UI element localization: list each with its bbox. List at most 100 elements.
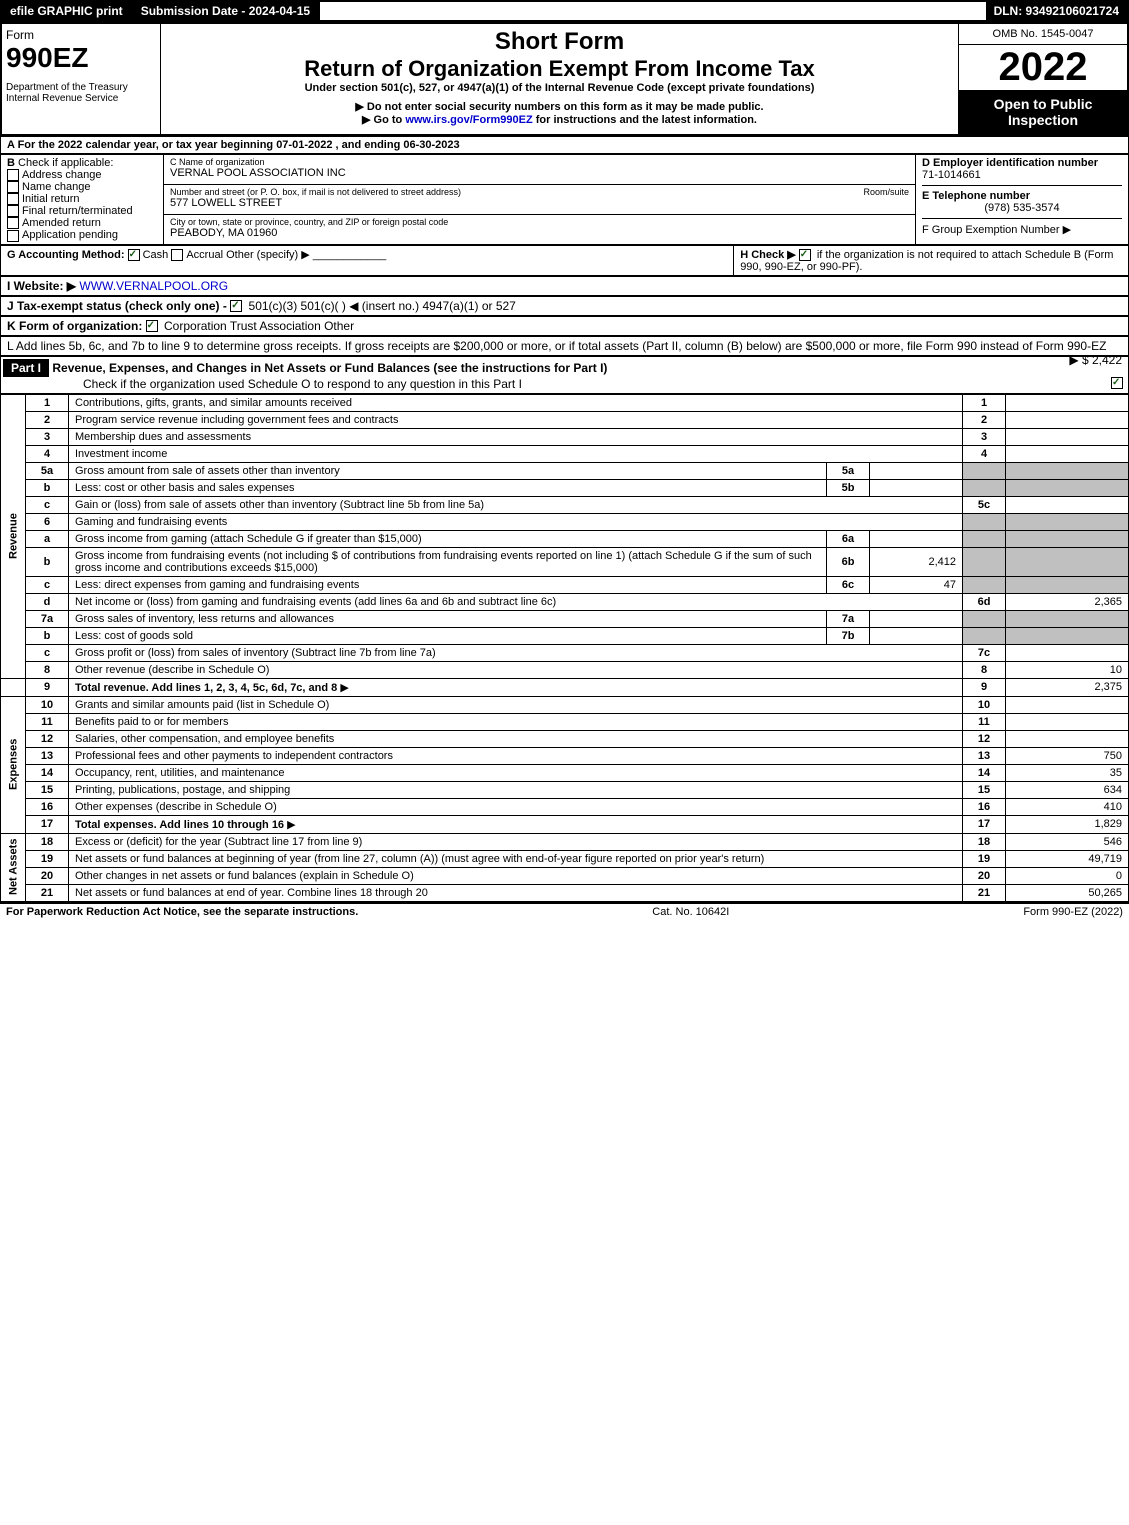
subtitle: Under section 501(c), 527, or 4947(a)(1)… bbox=[165, 82, 954, 94]
line-1-text: Contributions, gifts, grants, and simila… bbox=[69, 394, 963, 411]
line-7a-num: 7a bbox=[26, 610, 69, 627]
spacer bbox=[320, 2, 985, 20]
line-7c-text: Gross profit or (loss) from sales of inv… bbox=[69, 644, 963, 661]
line-14-text: Occupancy, rent, utilities, and maintena… bbox=[69, 764, 963, 781]
line-3-val bbox=[1006, 428, 1129, 445]
line-2-val bbox=[1006, 411, 1129, 428]
line-6b-sub: 6b bbox=[827, 547, 870, 576]
street: 577 LOWELL STREET bbox=[170, 197, 909, 209]
section-b-label: B bbox=[7, 157, 15, 169]
line-16-val: 410 bbox=[1006, 798, 1129, 815]
line-3-rnum: 3 bbox=[963, 428, 1006, 445]
checkbox-accrual[interactable] bbox=[171, 249, 183, 261]
section-f-label: F Group Exemption Number ▶ bbox=[922, 224, 1071, 236]
line-13-rnum: 13 bbox=[963, 747, 1006, 764]
line-10-val bbox=[1006, 696, 1129, 713]
part1-title: Revenue, Expenses, and Changes in Net As… bbox=[52, 361, 607, 375]
line-8-num: 8 bbox=[26, 661, 69, 678]
line-18-rnum: 18 bbox=[963, 833, 1006, 850]
line-6b-num: b bbox=[26, 547, 69, 576]
line-15-val: 634 bbox=[1006, 781, 1129, 798]
opt-address-change: Address change bbox=[22, 169, 102, 181]
part1-header-row: Part I Revenue, Expenses, and Changes in… bbox=[0, 356, 1129, 394]
opt-initial-return: Initial return bbox=[22, 193, 79, 205]
section-l: L Add lines 5b, 6c, and 7b to line 9 to … bbox=[0, 336, 1129, 356]
form-org-label: K Form of organization: bbox=[7, 319, 142, 333]
line-16-num: 16 bbox=[26, 798, 69, 815]
line-4-rnum: 4 bbox=[963, 445, 1006, 462]
top-bar: efile GRAPHIC print Submission Date - 20… bbox=[0, 0, 1129, 22]
city-label: City or town, state or province, country… bbox=[170, 217, 909, 227]
efile-label: efile GRAPHIC print bbox=[2, 2, 133, 20]
line-6d-num: d bbox=[26, 593, 69, 610]
checkbox-initial-return[interactable] bbox=[7, 193, 19, 205]
opt-amended-return: Amended return bbox=[22, 217, 101, 229]
checkbox-address-change[interactable] bbox=[7, 169, 19, 181]
line-11-num: 11 bbox=[26, 713, 69, 730]
submission-date: Submission Date - 2024-04-15 bbox=[133, 2, 320, 20]
line-14-num: 14 bbox=[26, 764, 69, 781]
form-org-opts: Corporation Trust Association Other bbox=[164, 319, 354, 333]
gross-receipts: ▶ $ 2,422 bbox=[1069, 353, 1122, 367]
section-e-label: E Telephone number bbox=[922, 190, 1030, 202]
irs-link[interactable]: www.irs.gov/Form990EZ bbox=[405, 114, 532, 126]
line-19-num: 19 bbox=[26, 850, 69, 867]
opt-name-change: Name change bbox=[22, 181, 91, 193]
checkbox-501c3[interactable] bbox=[230, 300, 242, 312]
line-9-num: 9 bbox=[26, 678, 69, 696]
checkbox-application-pending[interactable] bbox=[7, 230, 19, 242]
checkbox-corporation[interactable] bbox=[146, 320, 158, 332]
line-1-val bbox=[1006, 394, 1129, 411]
gray-7b bbox=[963, 627, 1006, 644]
checkbox-schedule-b[interactable] bbox=[799, 249, 811, 261]
checkbox-name-change[interactable] bbox=[7, 181, 19, 193]
line-5b-text: Less: cost or other basis and sales expe… bbox=[69, 479, 827, 496]
line-7a-subval bbox=[870, 610, 963, 627]
line-3-num: 3 bbox=[26, 428, 69, 445]
cash-label: Cash bbox=[143, 249, 169, 261]
line-7a-sub: 7a bbox=[827, 610, 870, 627]
title-return: Return of Organization Exempt From Incom… bbox=[165, 56, 954, 82]
line-11-rnum: 11 bbox=[963, 713, 1006, 730]
gray-7b-val bbox=[1006, 627, 1129, 644]
note-goto: ▶ Go to www.irs.gov/Form990EZ for instru… bbox=[165, 113, 954, 126]
website-link[interactable]: WWW.VERNALPOOL.ORG bbox=[79, 279, 228, 293]
line-12-rnum: 12 bbox=[963, 730, 1006, 747]
line-16-rnum: 16 bbox=[963, 798, 1006, 815]
line-7c-rnum: 7c bbox=[963, 644, 1006, 661]
gray-5a-val bbox=[1006, 462, 1129, 479]
line-21-rnum: 21 bbox=[963, 884, 1006, 901]
section-gh: G Accounting Method: Cash Accrual Other … bbox=[0, 245, 1129, 276]
line-7c-val bbox=[1006, 644, 1129, 661]
line-10-num: 10 bbox=[26, 696, 69, 713]
gray-6b-val bbox=[1006, 547, 1129, 576]
line-15-num: 15 bbox=[26, 781, 69, 798]
section-i: I Website: ▶ WWW.VERNALPOOL.ORG bbox=[0, 276, 1129, 296]
section-d-label: D Employer identification number bbox=[922, 157, 1098, 169]
form-header: Form 990EZ Department of the Treasury In… bbox=[0, 22, 1129, 136]
gray-5a bbox=[963, 462, 1006, 479]
line-5c-rnum: 5c bbox=[963, 496, 1006, 513]
checkbox-cash[interactable] bbox=[128, 249, 140, 261]
gray-6a-val bbox=[1006, 530, 1129, 547]
line-9-val: 2,375 bbox=[1006, 678, 1129, 696]
section-h-text2: if the organization is not required to a… bbox=[740, 249, 1113, 273]
line-13-text: Professional fees and other payments to … bbox=[69, 747, 963, 764]
line-8-val: 10 bbox=[1006, 661, 1129, 678]
line-1-rnum: 1 bbox=[963, 394, 1006, 411]
checkbox-final-return[interactable] bbox=[7, 205, 19, 217]
line-5c-val bbox=[1006, 496, 1129, 513]
other-label: Other (specify) ▶ bbox=[226, 249, 310, 261]
gray-6b bbox=[963, 547, 1006, 576]
line-17-num: 17 bbox=[26, 815, 69, 833]
part1-check: Check if the organization used Schedule … bbox=[83, 377, 522, 391]
checkbox-amended-return[interactable] bbox=[7, 217, 19, 229]
line-5c-num: c bbox=[26, 496, 69, 513]
line-4-text: Investment income bbox=[69, 445, 963, 462]
line-6d-text: Net income or (loss) from gaming and fun… bbox=[69, 593, 963, 610]
line-5c-text: Gain or (loss) from sale of assets other… bbox=[69, 496, 963, 513]
gray-7a-val bbox=[1006, 610, 1129, 627]
checkbox-schedule-o[interactable] bbox=[1111, 377, 1123, 389]
line-17-val: 1,829 bbox=[1006, 815, 1129, 833]
gray-6c-val bbox=[1006, 576, 1129, 593]
